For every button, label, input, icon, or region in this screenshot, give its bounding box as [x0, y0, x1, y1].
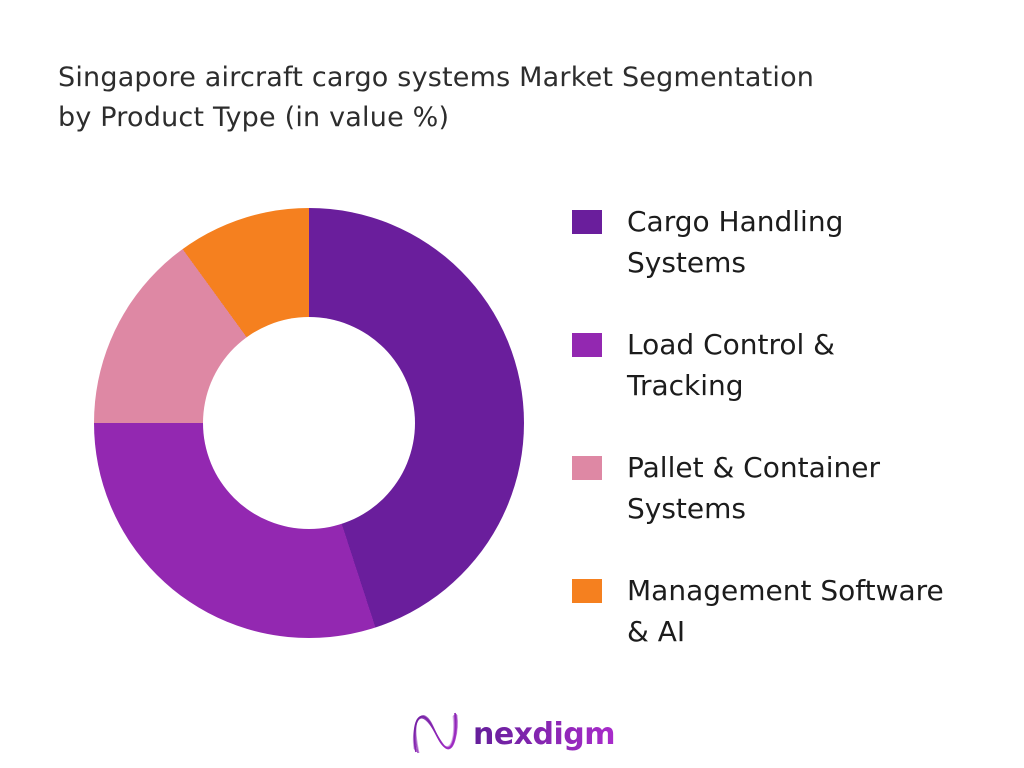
legend-label: Management Software & AI	[627, 570, 944, 652]
nexdigm-logo-wordmark: nexdigm	[472, 716, 616, 752]
donut-chart	[94, 208, 524, 638]
legend-item-pallet-container-systems: Pallet & Container Systems	[572, 447, 1002, 529]
legend-swatch	[572, 456, 602, 480]
legend-label-line: Load Control &	[627, 328, 836, 361]
legend-label-line: Pallet & Container	[627, 451, 881, 484]
donut-hole	[203, 317, 415, 529]
legend-item-cargo-handling-systems: Cargo Handling Systems	[572, 201, 1002, 283]
legend-item-management-software-ai: Management Software & AI	[572, 570, 1002, 652]
legend-swatch	[572, 333, 602, 357]
legend-item-load-control-tracking: Load Control & Tracking	[572, 324, 1002, 406]
legend-label: Load Control & Tracking	[627, 324, 835, 406]
nexdigm-logo-icon	[409, 708, 461, 760]
legend-label-line: Cargo Handling	[627, 205, 844, 238]
legend-swatch	[572, 579, 602, 603]
legend-label-line: Systems	[627, 246, 746, 279]
legend-label-line: Systems	[627, 492, 746, 525]
chart-legend: Cargo Handling Systems Load Control & Tr…	[572, 201, 1002, 693]
legend-label-line: & AI	[627, 615, 686, 648]
legend-label: Pallet & Container Systems	[627, 447, 880, 529]
chart-title-line-2: by Product Type (in value %)	[58, 102, 450, 133]
chart-title: Singapore aircraft cargo systems Market …	[58, 58, 814, 138]
chart-title-line-1: Singapore aircraft cargo systems Market …	[58, 62, 815, 93]
brand-footer: nexdigm	[0, 708, 1024, 760]
legend-label-line: Tracking	[627, 369, 744, 402]
legend-label-line: Management Software	[627, 574, 944, 607]
legend-label: Cargo Handling Systems	[627, 201, 843, 283]
legend-swatch	[572, 210, 602, 234]
